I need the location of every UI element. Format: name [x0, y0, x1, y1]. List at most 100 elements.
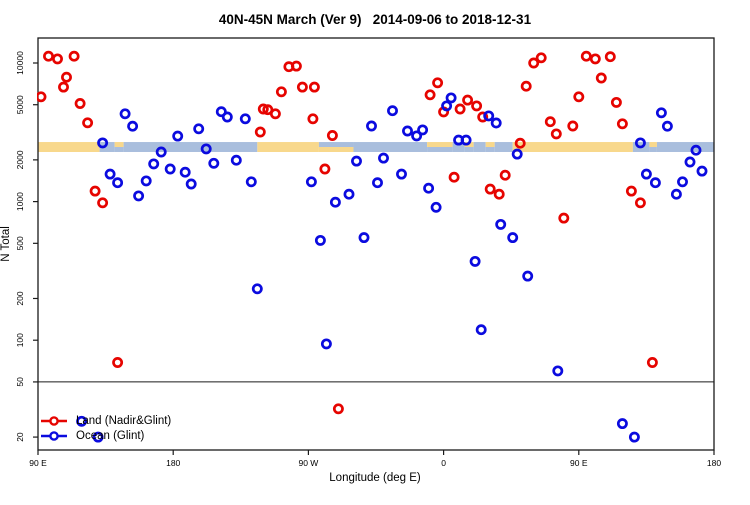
x-tick-label: 0 — [441, 458, 446, 468]
ocean-data-point — [164, 163, 176, 175]
map-band-ocean-segment — [123, 142, 258, 152]
ocean-data-point — [495, 218, 507, 230]
land-data-point — [567, 120, 579, 132]
map-band-land-segment — [38, 142, 100, 152]
ocean-data-point — [343, 188, 355, 200]
ocean-data-point — [200, 143, 212, 155]
ocean-data-point — [684, 156, 696, 168]
ocean-data-point — [179, 166, 191, 178]
ocean-data-point — [616, 418, 628, 430]
land-data-point — [74, 98, 86, 109]
land-data-point — [558, 212, 570, 224]
ocean-data-point — [351, 155, 362, 167]
ocean-data-point — [677, 176, 688, 188]
land-data-point — [307, 113, 319, 125]
ocean-data-point — [475, 324, 487, 336]
ocean-series-marker-icon — [41, 430, 67, 441]
land-data-point — [257, 103, 269, 115]
map-band-mixed-segment — [114, 147, 124, 152]
ocean-data-point — [396, 168, 407, 180]
plot-border — [37, 37, 715, 451]
ocean-data-point — [329, 196, 341, 208]
map-band-ocean-segment — [473, 142, 486, 152]
ocean-data-point — [245, 176, 257, 188]
ocean-data-point — [445, 92, 457, 104]
ocean-data-point — [140, 175, 152, 187]
land-data-point — [646, 357, 658, 368]
land-data-point — [634, 197, 646, 209]
ocean-data-point — [649, 177, 661, 189]
land-data-point — [550, 128, 562, 140]
ocean-data-point — [215, 106, 227, 118]
ocean-data-point — [483, 110, 495, 122]
map-band-mixed-segment — [649, 147, 657, 152]
ocean-data-point — [441, 100, 453, 112]
ocean-data-point — [490, 117, 502, 129]
land-data-point — [82, 117, 94, 129]
legend-label-land: Land (Nadir&Glint) — [76, 414, 172, 427]
map-band-mixed-segment — [318, 147, 354, 152]
land-series-marker-icon — [41, 415, 67, 426]
land-data-point — [448, 171, 460, 183]
land-data-point — [332, 403, 344, 415]
x-tick-label: 90 E — [29, 458, 47, 468]
land-data-point — [61, 71, 72, 83]
legend-item-ocean: Ocean (Glint) — [40, 428, 171, 443]
land-data-point — [269, 108, 281, 120]
ocean-data-point — [172, 130, 184, 142]
ocean-data-point — [402, 125, 413, 137]
land-data-point — [616, 118, 628, 130]
ocean-data-point — [148, 158, 160, 170]
x-tick-label: 90 W — [298, 458, 318, 468]
map-band-land-segment — [512, 142, 633, 152]
legend-item-land: Land (Nadir&Glint) — [40, 413, 171, 428]
land-data-point — [58, 81, 69, 93]
ocean-data-point — [155, 146, 167, 158]
ocean-data-point — [670, 188, 682, 200]
ocean-data-point — [507, 232, 519, 244]
land-data-point — [275, 86, 287, 98]
y-tick-label: 5000 — [15, 95, 25, 114]
x-tick-label: 90 E — [570, 458, 588, 468]
ocean-data-point — [655, 107, 667, 119]
ocean-data-point — [97, 137, 109, 149]
ocean-data-point — [358, 232, 370, 244]
land-data-point — [573, 91, 585, 103]
ocean-data-point — [411, 130, 423, 142]
land-data-point — [610, 96, 622, 108]
land-data-point — [499, 169, 511, 181]
land-data-point — [589, 53, 601, 65]
ocean-data-point — [423, 182, 435, 194]
ocean-data-point — [320, 338, 332, 350]
ocean-data-point — [634, 137, 646, 149]
map-band-mixed-segment — [464, 147, 474, 152]
x-tick-label: 180 — [707, 458, 721, 468]
ocean-data-point — [417, 124, 429, 136]
ocean-data-point — [112, 177, 124, 189]
ocean-data-point — [239, 113, 251, 125]
ocean-data-point — [366, 120, 377, 132]
map-band-mixed-segment — [318, 142, 354, 148]
map-band-mixed-segment — [427, 142, 453, 148]
land-data-point — [319, 163, 331, 175]
land-data-point — [454, 103, 466, 115]
land-data-point — [528, 57, 540, 69]
ocean-data-point — [430, 201, 442, 213]
chart-title: 40N-45N March (Ver 9) 2014-09-06 to 2018… — [218, 12, 532, 27]
land-data-point — [493, 188, 505, 200]
ocean-data-point — [104, 168, 116, 180]
land-data-point — [604, 51, 616, 63]
ocean-data-point — [314, 234, 326, 246]
ocean-data-point — [92, 431, 104, 443]
land-data-point — [326, 130, 338, 141]
y-tick-label: 500 — [15, 236, 25, 250]
ocean-data-point — [690, 144, 702, 156]
land-data-point — [595, 72, 607, 84]
ocean-data-point — [119, 108, 131, 120]
ocean-data-point — [378, 152, 389, 164]
ocean-data-point — [251, 283, 263, 295]
map-band-ocean-segment — [656, 142, 714, 152]
land-data-point — [535, 52, 547, 64]
